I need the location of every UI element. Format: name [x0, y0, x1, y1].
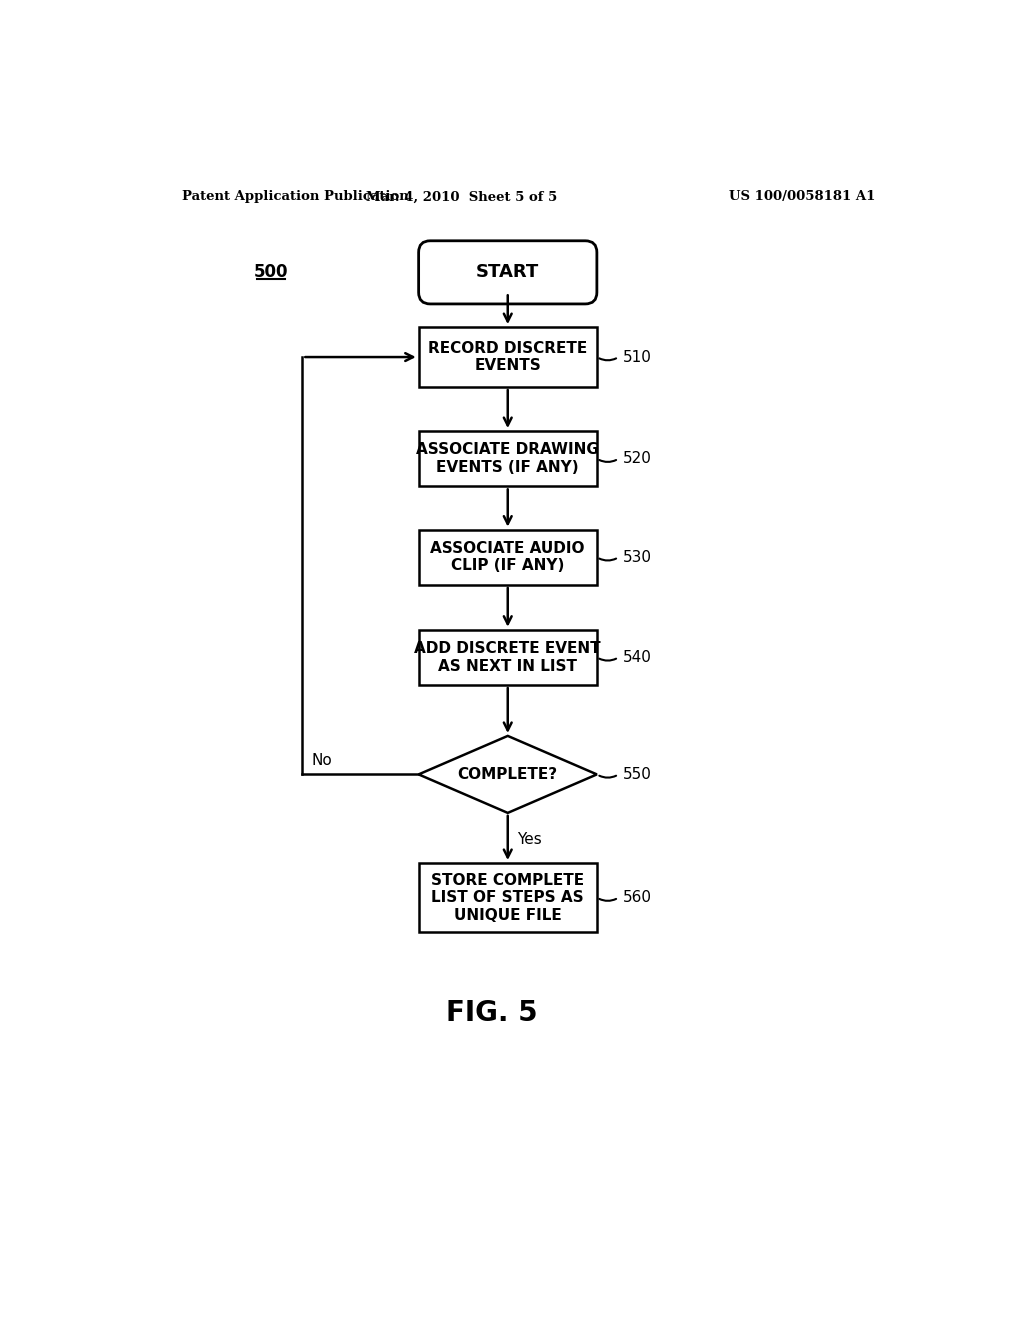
Bar [419, 630, 597, 685]
Text: US 100/0058181 A1: US 100/0058181 A1 [729, 190, 876, 203]
Text: 520: 520 [623, 451, 651, 466]
Text: Mar. 4, 2010  Sheet 5 of 5: Mar. 4, 2010 Sheet 5 of 5 [366, 190, 557, 203]
FancyBboxPatch shape [419, 240, 597, 304]
Text: COMPLETE?: COMPLETE? [458, 767, 558, 781]
Text: START: START [476, 264, 540, 281]
Text: 500: 500 [254, 264, 289, 281]
Text: 540: 540 [623, 649, 651, 665]
Text: Yes: Yes [517, 833, 542, 847]
Text: 550: 550 [623, 767, 651, 781]
Text: No: No [311, 752, 333, 768]
Text: FIG. 5: FIG. 5 [446, 999, 538, 1027]
Text: 560: 560 [623, 890, 651, 906]
Text: ADD DISCRETE EVENT
AS NEXT IN LIST: ADD DISCRETE EVENT AS NEXT IN LIST [415, 642, 601, 673]
Polygon shape [419, 737, 597, 813]
Text: Patent Application Publication: Patent Application Publication [182, 190, 409, 203]
Text: ASSOCIATE AUDIO
CLIP (IF ANY): ASSOCIATE AUDIO CLIP (IF ANY) [430, 541, 585, 573]
Text: RECORD DISCRETE
EVENTS: RECORD DISCRETE EVENTS [428, 341, 588, 374]
Text: 530: 530 [623, 549, 651, 565]
Bar [419, 863, 597, 932]
Bar [419, 529, 597, 585]
Text: ASSOCIATE DRAWING
EVENTS (IF ANY): ASSOCIATE DRAWING EVENTS (IF ANY) [417, 442, 599, 475]
Text: 510: 510 [623, 350, 651, 364]
Text: STORE COMPLETE
LIST OF STEPS AS
UNIQUE FILE: STORE COMPLETE LIST OF STEPS AS UNIQUE F… [431, 873, 585, 923]
Bar [419, 327, 597, 387]
Bar [419, 430, 597, 486]
